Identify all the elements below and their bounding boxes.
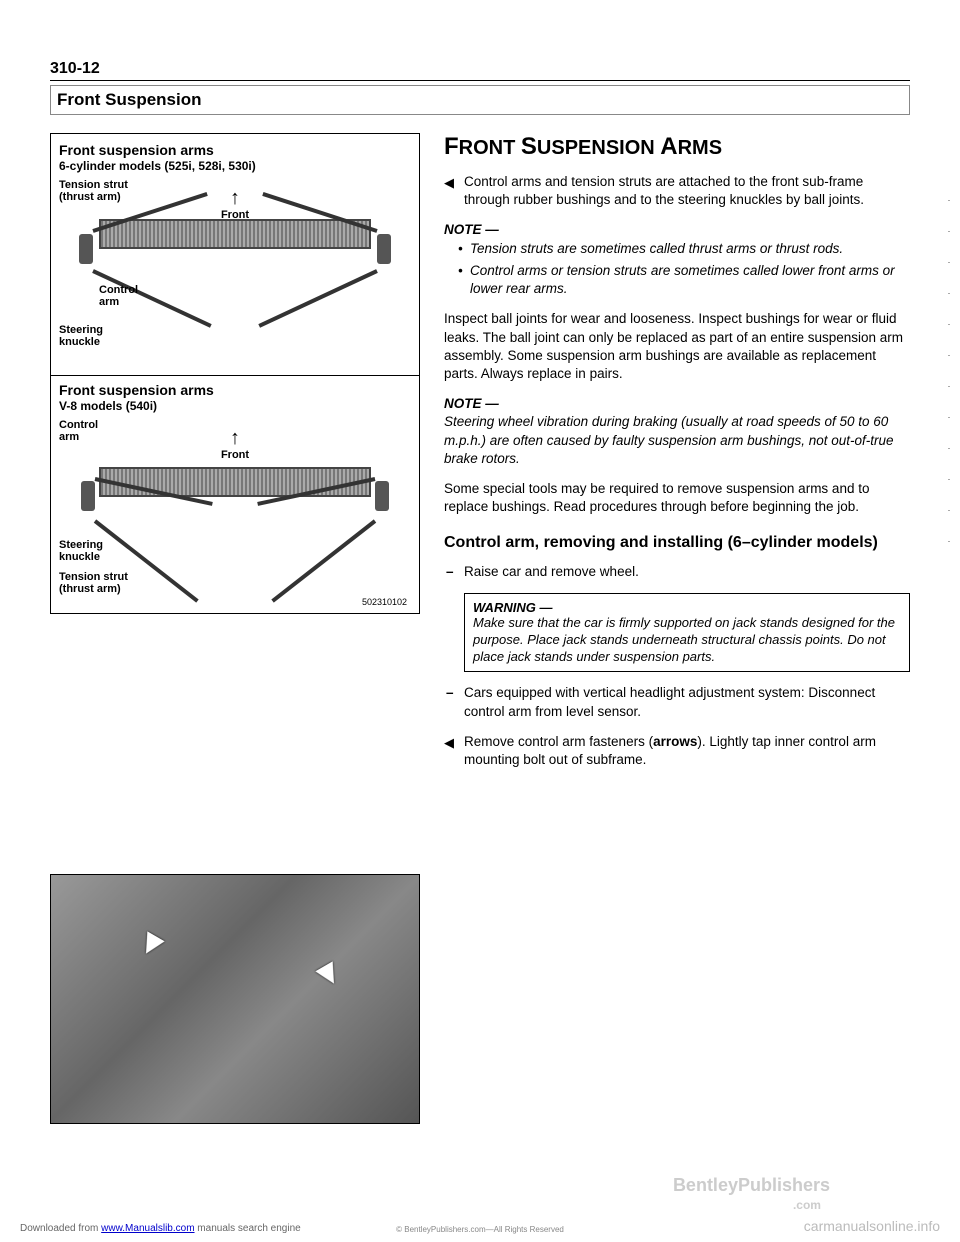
rule-line — [50, 80, 910, 81]
subframe-shape2 — [99, 467, 371, 497]
figure-divider — [51, 375, 419, 376]
edge-marks — [948, 200, 952, 1100]
label-tension-strut: Tension strut (thrust arm) — [59, 179, 128, 203]
arm-right-lower2 — [271, 519, 376, 602]
note1-item: Tension struts are sometimes called thru… — [458, 240, 910, 258]
step2: Cars equipped with vertical headlight ad… — [464, 684, 910, 720]
sub-heading: Control arm, removing and installing (6–… — [444, 533, 910, 553]
right-column: FRONT SUSPENSION ARMS Control arms and t… — [444, 133, 910, 1124]
figure-box-combined: Front suspension arms 6-cylinder models … — [50, 133, 420, 614]
step3: Remove control arm fasteners (arrows). L… — [464, 733, 910, 769]
knuckle-right — [377, 234, 391, 264]
label-tension-strut2: Tension strut (thrust arm) — [59, 571, 128, 595]
photo-arrow-icon — [315, 961, 342, 988]
figure2-subtitle: V-8 models (540i) — [59, 399, 411, 413]
knuckle-left2 — [81, 481, 95, 511]
inspect-paragraph: Inspect ball joints for wear and loosene… — [444, 310, 910, 383]
figure1-subtitle: 6-cylinder models (525i, 528i, 530i) — [59, 159, 411, 173]
arm-right-lower — [258, 269, 378, 328]
photo-arrow-icon — [137, 931, 164, 958]
label-front2: Front — [221, 449, 249, 461]
figure1-title: Front suspension arms — [59, 142, 411, 159]
figure2-diagram: ↑ Control arm Front Steering knuckle Ten… — [59, 419, 411, 609]
note-label: NOTE — — [444, 222, 499, 237]
label-control-arm2: Control arm — [59, 419, 98, 443]
left-column: Front suspension arms 6-cylinder models … — [50, 133, 420, 1124]
step1: Raise car and remove wheel. — [464, 563, 910, 581]
label-control-arm: Control arm — [99, 284, 138, 308]
note2: NOTE — Steering wheel vibration during b… — [444, 395, 910, 468]
note2-body: Steering wheel vibration during braking … — [444, 413, 910, 468]
main-heading: FRONT SUSPENSION ARMS — [444, 133, 910, 161]
warning-body: Make sure that the car is firmly support… — [473, 615, 901, 666]
tools-paragraph: Some special tools may be required to re… — [444, 480, 910, 516]
note-label: NOTE — — [444, 396, 499, 411]
section-title: Front Suspension — [50, 85, 910, 115]
footer-left: Downloaded from www.Manualslib.com manua… — [20, 1223, 301, 1234]
intro-paragraph: Control arms and tension struts are atta… — [464, 173, 910, 209]
manualslib-link[interactable]: www.Manualslib.com — [101, 1223, 194, 1234]
warning-label: WARNING — — [473, 600, 552, 615]
label-steering-knuckle2: Steering knuckle — [59, 539, 103, 563]
page-number: 310-12 — [50, 60, 910, 78]
knuckle-left — [79, 234, 93, 264]
footer-right: carmanualsonline.info — [804, 1218, 940, 1234]
subframe-shape — [99, 219, 371, 249]
label-steering-knuckle: Steering knuckle — [59, 324, 103, 348]
figure1-diagram: ↑ Tension strut (thrust arm) Front Contr… — [59, 179, 411, 369]
note1: NOTE — Tension struts are sometimes call… — [444, 221, 910, 298]
photo-control-arm — [50, 874, 420, 1124]
note1-item: Control arms or tension struts are somet… — [458, 262, 910, 298]
figure-id: 502310102 — [362, 597, 407, 607]
warning-box: WARNING — Make sure that the car is firm… — [464, 593, 910, 673]
figure2-title: Front suspension arms — [59, 382, 411, 399]
knuckle-right2 — [375, 481, 389, 511]
up-arrow-icon: ↑ — [230, 427, 240, 450]
watermark: BentleyPublishers .com — [673, 1176, 830, 1212]
footer-center: © BentleyPublishers.com—All Rights Reser… — [396, 1225, 564, 1234]
note1-list: Tension struts are sometimes called thru… — [458, 240, 910, 299]
up-arrow-icon: ↑ — [230, 187, 240, 210]
